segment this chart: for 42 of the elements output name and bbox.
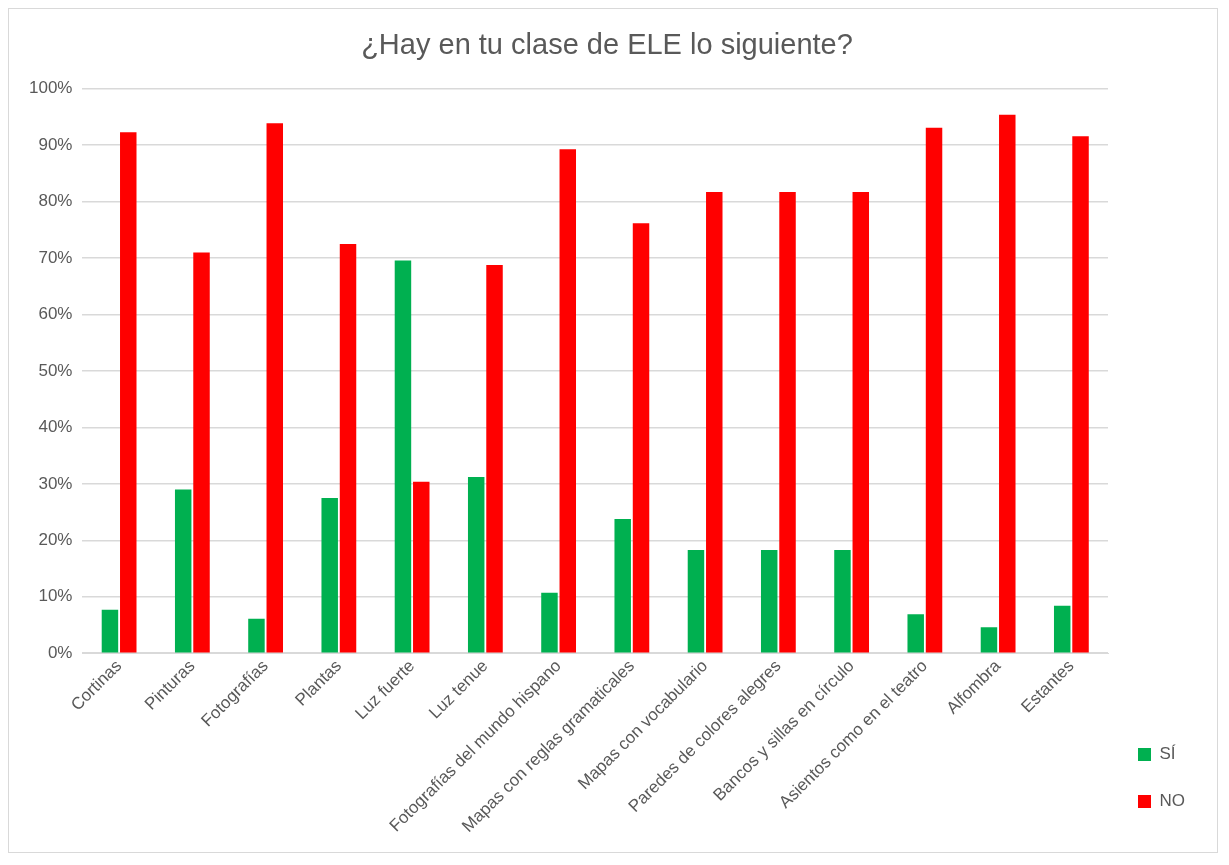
bar [852, 192, 870, 653]
bar [321, 498, 338, 653]
bar [248, 618, 265, 653]
bar [559, 149, 577, 653]
y-tick-label: 0% [47, 642, 73, 662]
y-tick-label: 20% [38, 530, 73, 550]
bar [193, 252, 210, 653]
y-tick-label: 50% [38, 360, 73, 380]
chart-title: ¿Hay en tu clase de ELE lo siguiente? [361, 28, 853, 61]
bar [1072, 136, 1089, 653]
bar [614, 518, 631, 653]
y-tick-label: 90% [38, 134, 73, 154]
bar [339, 244, 357, 653]
y-tick-label: 30% [38, 473, 73, 493]
bar [760, 549, 778, 653]
bar [1053, 605, 1071, 653]
legend-label: NO [1159, 791, 1185, 811]
bar [925, 127, 943, 653]
bar [541, 592, 558, 653]
y-tick-label: 100% [29, 78, 73, 98]
bar [394, 260, 412, 653]
y-tick-label: 80% [38, 191, 73, 211]
bar [907, 614, 924, 653]
bar [174, 489, 192, 653]
y-tick-label: 60% [38, 304, 73, 324]
bar [834, 549, 851, 653]
bar [706, 192, 723, 653]
bar [266, 123, 284, 653]
bar [632, 223, 650, 653]
bar [486, 264, 503, 653]
bar [467, 477, 485, 653]
bar [980, 627, 998, 653]
bar [779, 192, 796, 653]
y-tick-label: 70% [38, 247, 73, 267]
bar [999, 114, 1016, 653]
bar [101, 609, 119, 653]
bar [413, 481, 430, 653]
bar [120, 132, 137, 653]
legend-label: SÍ [1159, 744, 1176, 764]
y-tick-label: 40% [38, 417, 73, 437]
bar [687, 549, 705, 653]
y-tick-label: 10% [38, 586, 73, 606]
